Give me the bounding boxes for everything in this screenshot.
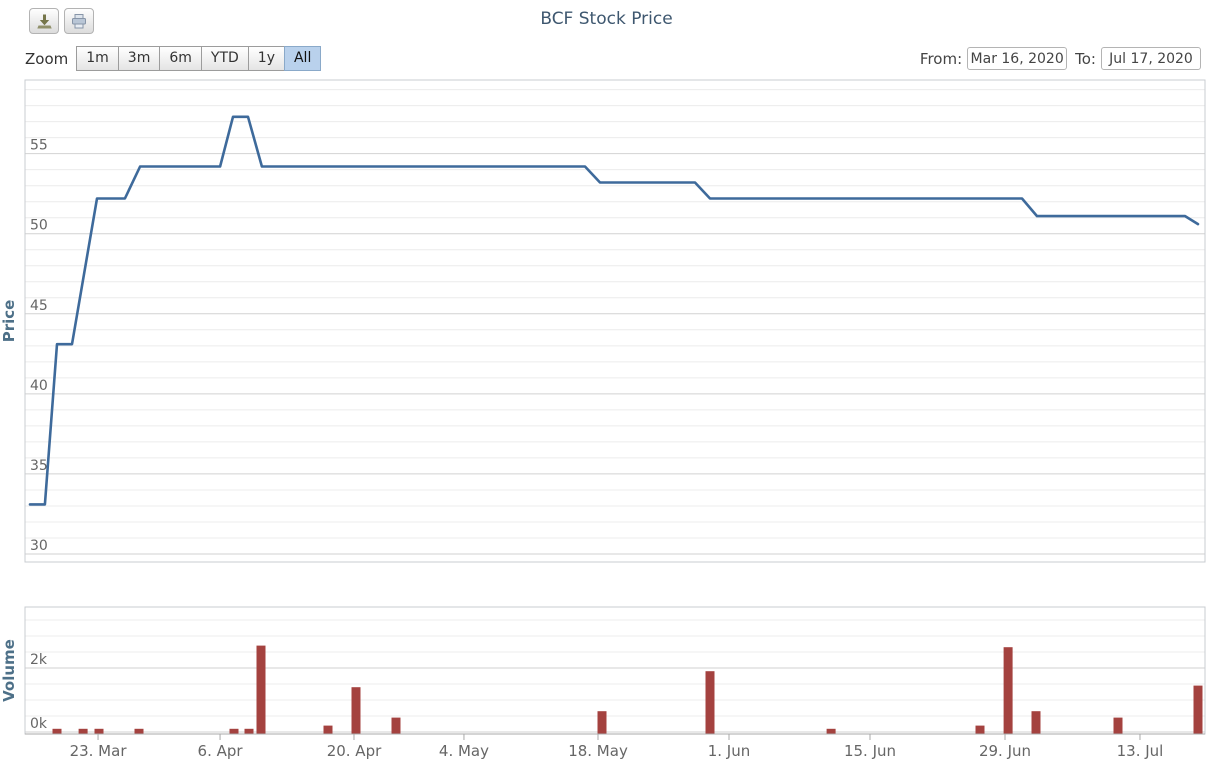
x-axis-label: 29. Jun [979,742,1031,760]
volume-axis-title: Volume [0,639,18,702]
volume-bar [351,687,361,734]
from-label: From: [919,49,963,68]
volume-y-axis-label: 2k [30,652,48,668]
print-button[interactable] [64,8,94,34]
price-plot-border [24,79,1206,563]
price-grid: 30 35 40 45 50 55 [24,79,1206,563]
date-range-toolbar: From: To: [920,46,1201,71]
volume-bar [94,728,104,734]
x-axis-label: 15. Jun [844,742,896,760]
volume-bar [1003,647,1013,734]
chart-title: BCF Stock Price [540,9,673,29]
price-y-axis-label: 50 [30,218,48,234]
price-y-axis-label: 55 [30,138,48,154]
price-axis-title: Price [0,300,18,343]
download-button[interactable] [29,8,59,34]
volume-plot-area[interactable] [25,607,1205,734]
zoom-button-all[interactable]: All [283,46,322,71]
zoom-button-3m[interactable]: 3m [117,46,161,71]
zoom-button-1m[interactable]: 1m [76,46,119,71]
volume-bar [1193,685,1203,734]
x-axis-label: 18. May [568,742,628,760]
x-axis-label: 23. Mar [70,742,128,760]
to-date-input[interactable] [1101,47,1201,70]
volume-bar [323,725,333,734]
to-label: To: [1075,49,1096,68]
zoom-button-6m[interactable]: 6m [159,46,202,71]
from-date-input[interactable] [967,47,1068,70]
price-y-axis-label: 40 [30,378,48,394]
zoom-label: Zoom [25,49,69,68]
zoom-range-buttons: 1m 3m 6m YTD 1y All [76,46,322,71]
price-y-axis-label: 30 [30,538,48,554]
x-axis-label: 4. May [439,742,489,760]
x-axis-label: 6. Apr [198,742,244,760]
volume-bar [256,645,266,734]
volume-bar [391,717,401,734]
price-y-axis-label: 45 [30,298,48,314]
volume-bar [52,728,62,734]
volume-bar [134,728,144,734]
x-axis-label: 20. Apr [327,742,382,760]
zoom-toolbar: Zoom 1m 3m 6m YTD 1y All [25,46,322,71]
volume-y-axis-label: 0k [30,716,48,732]
volume-bar [597,711,607,734]
x-axis-label: 13. Jul [1117,742,1164,760]
price-series-line [28,115,1200,506]
volume-bar [229,728,239,734]
download-icon [36,14,52,28]
zoom-button-1y[interactable]: 1y [247,46,285,71]
x-axis-label: 1. Jun [708,742,751,760]
price-plot-area[interactable] [25,80,1205,562]
zoom-button-ytd[interactable]: YTD [200,46,249,71]
volume-bar [78,728,88,734]
volume-bar [975,725,985,734]
volume-bar [826,728,836,734]
volume-bar [244,728,254,734]
price-y-axis-label: 35 [30,458,48,474]
print-icon [72,13,86,28]
volume-bar [1113,717,1123,734]
volume-bar [705,671,715,734]
volume-bar [1031,711,1041,734]
